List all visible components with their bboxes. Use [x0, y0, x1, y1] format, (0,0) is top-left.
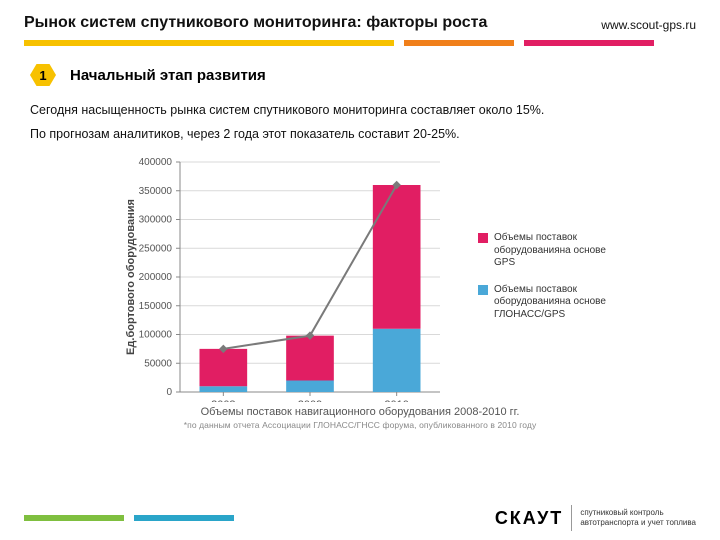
- chart-legend: Объемы поставок оборудованияна основе GP…: [478, 232, 618, 335]
- legend-swatch: [478, 285, 488, 295]
- accent-bar: [134, 515, 234, 521]
- accent-bars-bottom: [24, 515, 234, 521]
- accent-bars-top: [0, 40, 720, 58]
- section-number-badge: 1: [30, 64, 56, 86]
- chart-footnote: *по данным отчета Ассоциации ГЛОНАСС/ГНС…: [120, 420, 600, 430]
- logo: СКАУТ спутниковый контроль автотранспорт…: [495, 505, 696, 531]
- accent-bar: [524, 40, 654, 46]
- logo-tagline-1: спутниковый контроль: [580, 508, 696, 518]
- paragraph: Сегодня насыщенность рынка систем спутни…: [30, 100, 690, 120]
- section-title: Начальный этап развития: [70, 67, 266, 84]
- site-url: www.scout-gps.ru: [601, 18, 696, 32]
- logo-wordmark: СКАУТ: [495, 508, 564, 529]
- accent-bar: [404, 40, 514, 46]
- footer: СКАУТ спутниковый контроль автотранспорт…: [0, 496, 720, 540]
- legend-label: Объемы поставок оборудованияна основе GP…: [494, 232, 618, 270]
- svg-text:Ед.бортового оборудования: Ед.бортового оборудования: [125, 199, 137, 355]
- accent-bar: [24, 40, 394, 46]
- svg-text:2009: 2009: [298, 399, 322, 402]
- svg-text:100000: 100000: [139, 330, 173, 341]
- svg-text:400000: 400000: [139, 157, 173, 168]
- accent-bar: [24, 515, 124, 521]
- body-text: Сегодня насыщенность рынка систем спутни…: [0, 96, 720, 144]
- legend-swatch: [478, 233, 488, 243]
- page-title: Рынок систем спутникового мониторинга: ф…: [24, 14, 487, 32]
- logo-tagline-2: автотранспорта и учет топлива: [580, 518, 696, 528]
- logo-separator: [571, 505, 572, 531]
- chart-container: 0 50000 100000 150000 200000 250000 300000 3500…: [120, 152, 600, 442]
- svg-text:150000: 150000: [139, 301, 173, 312]
- legend-item: Объемы поставок оборудованияна основе ГЛ…: [478, 284, 618, 322]
- svg-text:250000: 250000: [139, 243, 173, 254]
- svg-text:0: 0: [166, 387, 172, 398]
- legend-label: Объемы поставок оборудованияна основе ГЛ…: [494, 284, 618, 322]
- chart-caption: Объемы поставок навигационного оборудова…: [120, 406, 600, 418]
- svg-text:200000: 200000: [139, 272, 173, 283]
- svg-text:350000: 350000: [139, 186, 173, 197]
- svg-text:50000: 50000: [144, 358, 172, 369]
- svg-text:2008: 2008: [211, 399, 235, 402]
- svg-text:300000: 300000: [139, 215, 173, 226]
- legend-item: Объемы поставок оборудованияна основе GP…: [478, 232, 618, 270]
- svg-text:2010: 2010: [384, 399, 408, 402]
- paragraph: По прогнозам аналитиков, через 2 года эт…: [30, 124, 690, 144]
